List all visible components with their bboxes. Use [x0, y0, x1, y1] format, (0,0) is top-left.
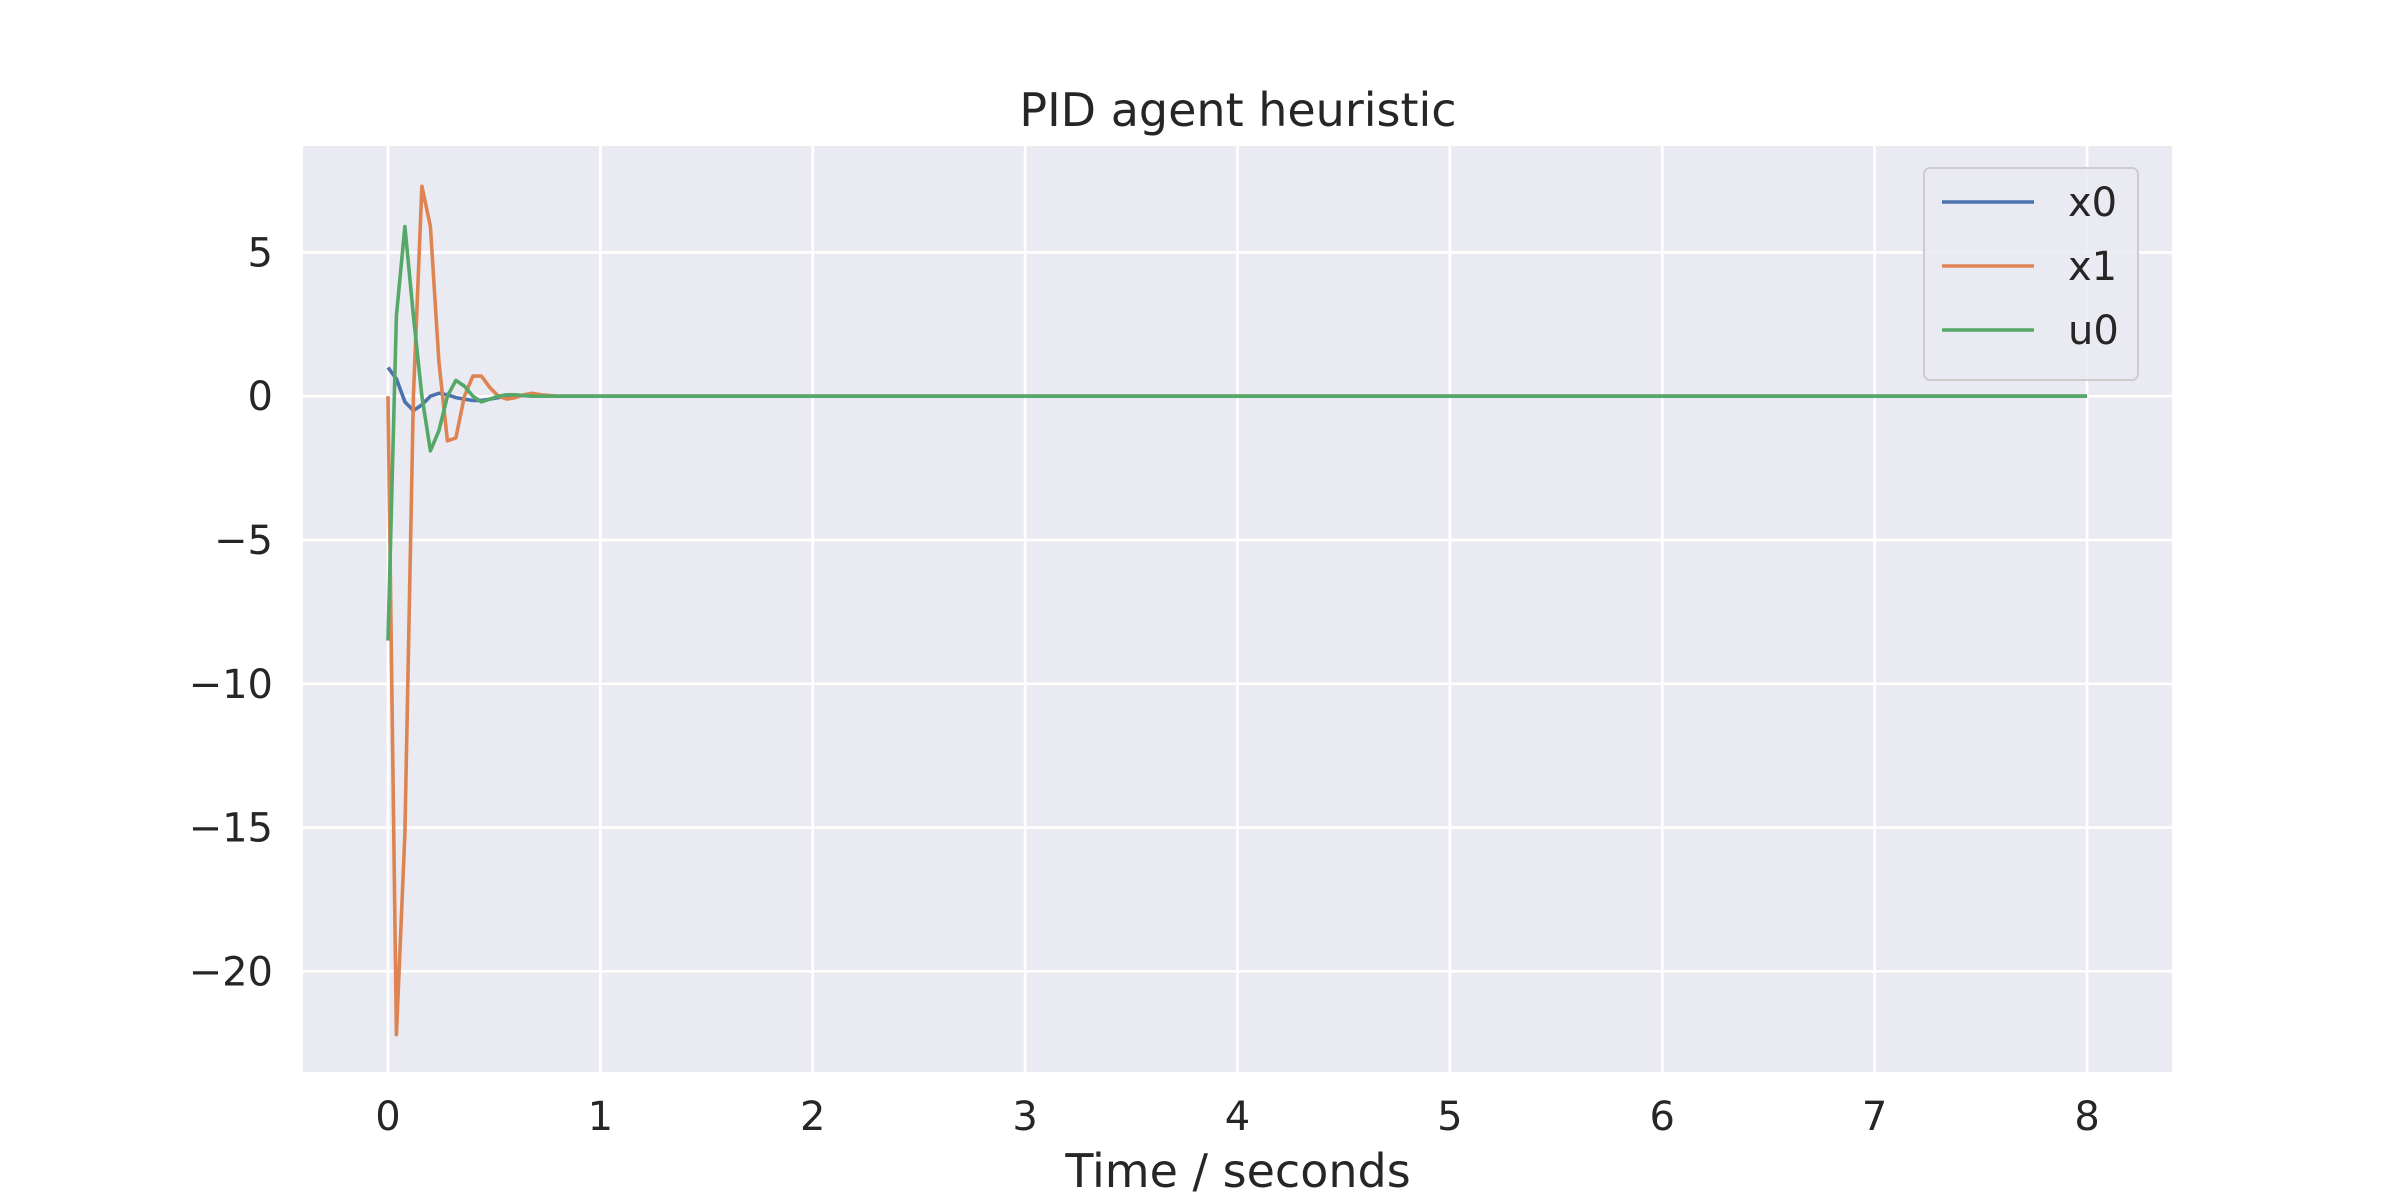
series-lines	[386, 184, 2087, 1037]
x-tick-label: 1	[588, 1094, 613, 1140]
y-tick-label: −10	[189, 662, 273, 708]
legend: x0 x1 u0	[1923, 167, 2139, 381]
legend-label-x0: x0	[2068, 180, 2117, 226]
y-tick-label: −5	[214, 518, 273, 564]
series-line-u0	[386, 224, 2087, 641]
x-tick-label: 2	[800, 1094, 825, 1140]
x-axis-ticks: 0 1 2 3 4 5 6 7 8	[375, 1094, 2100, 1140]
legend-box	[1923, 167, 2139, 381]
y-tick-label: 0	[248, 374, 273, 420]
legend-label-x1: x1	[2068, 244, 2117, 290]
legend-label-u0: u0	[2068, 308, 2119, 354]
x-tick-label: 0	[375, 1094, 400, 1140]
x-tick-label: 5	[1437, 1094, 1462, 1140]
x-tick-label: 6	[1650, 1094, 1675, 1140]
x-tick-label: 4	[1225, 1094, 1250, 1140]
x-tick-label: 3	[1012, 1094, 1037, 1140]
y-tick-label: 5	[248, 230, 273, 276]
x-axis-label: Time / seconds	[1064, 1144, 1410, 1198]
y-tick-label: −15	[189, 806, 273, 852]
y-tick-label: −20	[189, 949, 273, 995]
x-tick-label: 7	[1862, 1094, 1887, 1140]
series-line-x1	[386, 184, 2087, 1037]
chart-title: PID agent heuristic	[1019, 83, 1456, 137]
x-tick-label: 8	[2074, 1094, 2099, 1140]
y-axis-ticks: 5 0 −5 −10 −15 −20	[189, 230, 273, 995]
